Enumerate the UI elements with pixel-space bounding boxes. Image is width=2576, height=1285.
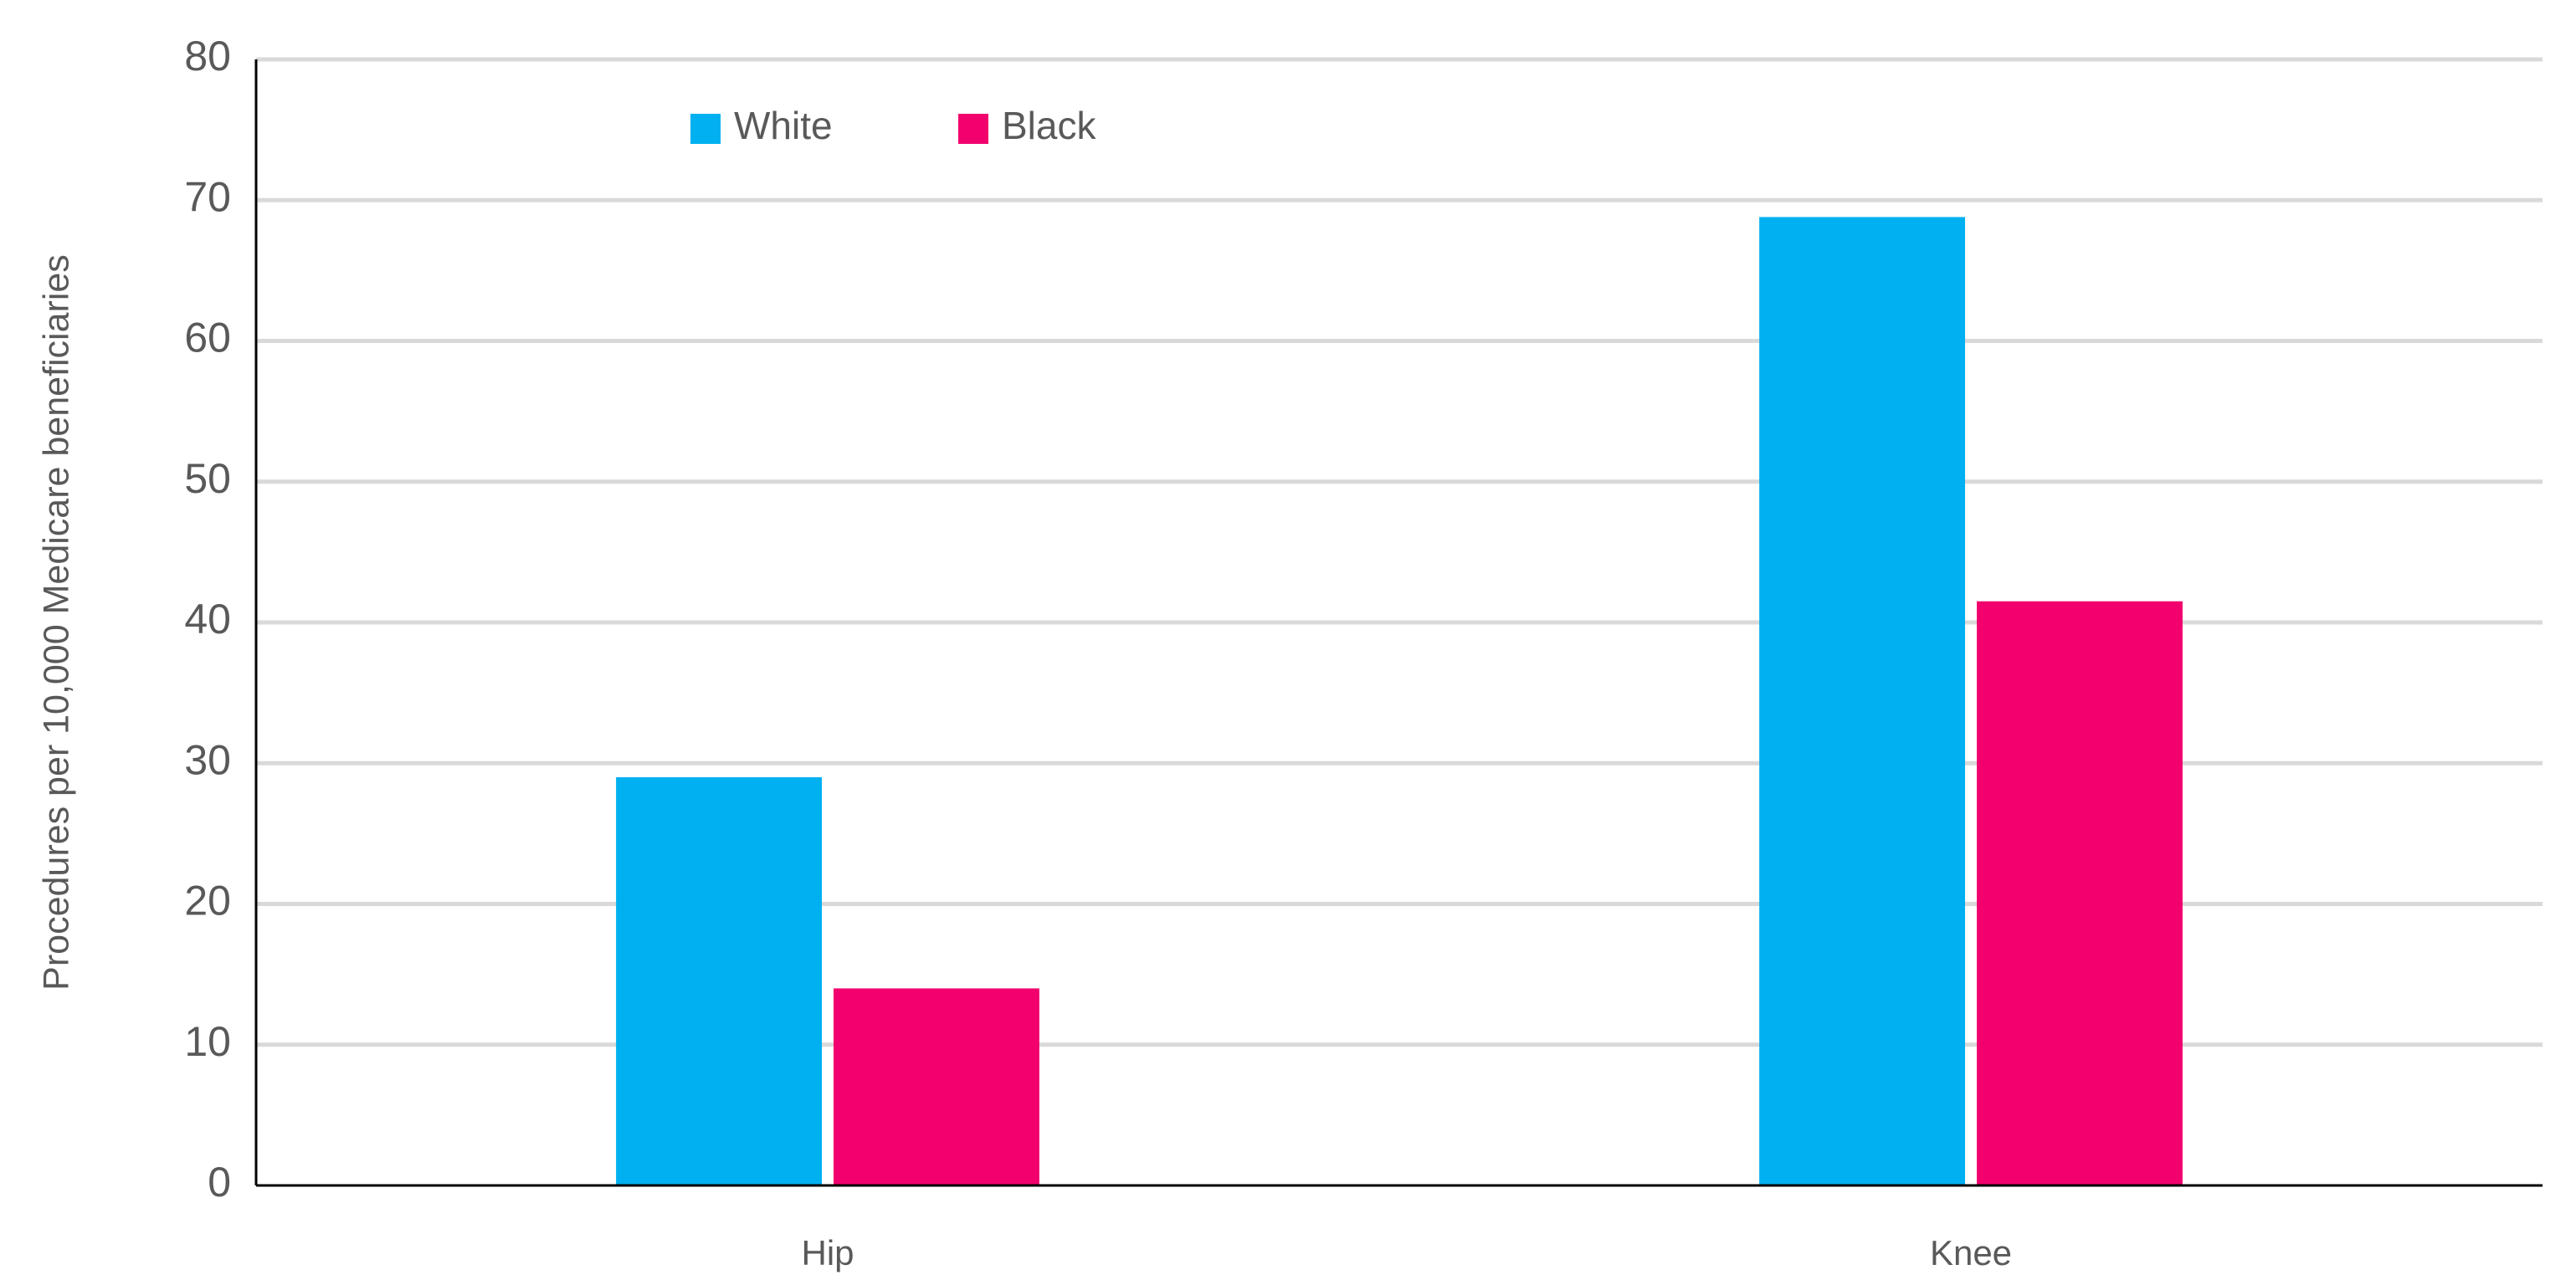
legend-swatch <box>690 114 721 144</box>
y-tick-label: 10 <box>184 1018 231 1065</box>
y-tick-label: 30 <box>184 736 231 783</box>
legend-label: Black <box>1002 104 1096 147</box>
bar <box>1977 601 2183 1185</box>
y-axis-title: Procedures per 10,000 Medicare beneficia… <box>36 254 76 991</box>
legend-label: White <box>734 104 833 147</box>
bar <box>616 777 822 1185</box>
x-tick-label: Hip <box>801 1233 854 1272</box>
y-tick-label: 50 <box>184 455 231 502</box>
y-tick-label: 70 <box>184 173 231 220</box>
legend-swatch <box>958 114 988 144</box>
y-tick-label: 40 <box>184 596 231 642</box>
x-tick-label: Knee <box>1930 1233 2012 1272</box>
y-tick-label: 20 <box>184 878 231 924</box>
y-tick-label: 0 <box>208 1159 231 1206</box>
bar <box>1759 217 1965 1186</box>
y-tick-label: 80 <box>184 33 231 79</box>
bar <box>834 988 1039 1185</box>
y-tick-label: 60 <box>184 315 231 361</box>
